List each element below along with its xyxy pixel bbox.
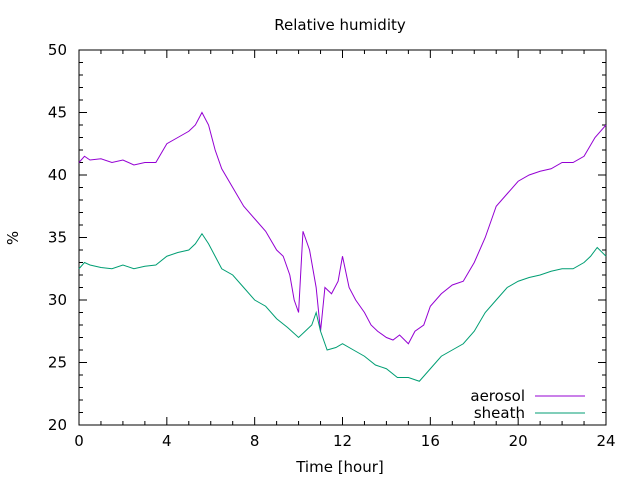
x-tick-label: 16 <box>421 432 440 450</box>
y-tick-label: 20 <box>48 416 67 434</box>
x-tick-label: 20 <box>509 432 528 450</box>
y-ticks: 20 25 30 35 40 45 50 <box>48 41 606 434</box>
series-lines <box>78 111 607 382</box>
legend: aerosol sheath <box>470 387 585 422</box>
y-tick-label: 40 <box>48 166 67 184</box>
series-line-sheath <box>78 232 607 382</box>
y-tick-label: 30 <box>48 291 67 309</box>
y-tick-label: 45 <box>48 104 67 122</box>
y-tick-label: 50 <box>48 41 67 59</box>
x-tick-label: 12 <box>333 432 352 450</box>
x-tick-label: 0 <box>74 432 84 450</box>
x-ticks: 0 4 8 12 16 20 24 <box>74 50 616 450</box>
y-tick-label: 35 <box>48 229 67 247</box>
series-line-aerosol <box>78 111 607 345</box>
x-tick-label: 24 <box>596 432 615 450</box>
y-axis-label: % <box>4 231 22 245</box>
x-axis-label: Time [hour] <box>295 458 384 476</box>
plot-frame <box>78 49 607 426</box>
legend-label-sheath: sheath <box>474 404 525 422</box>
y-tick-label: 25 <box>48 354 67 372</box>
legend-label-aerosol: aerosol <box>470 387 525 405</box>
x-tick-label: 8 <box>250 432 260 450</box>
x-tick-label: 4 <box>162 432 172 450</box>
chart-title: Relative humidity <box>274 16 406 34</box>
